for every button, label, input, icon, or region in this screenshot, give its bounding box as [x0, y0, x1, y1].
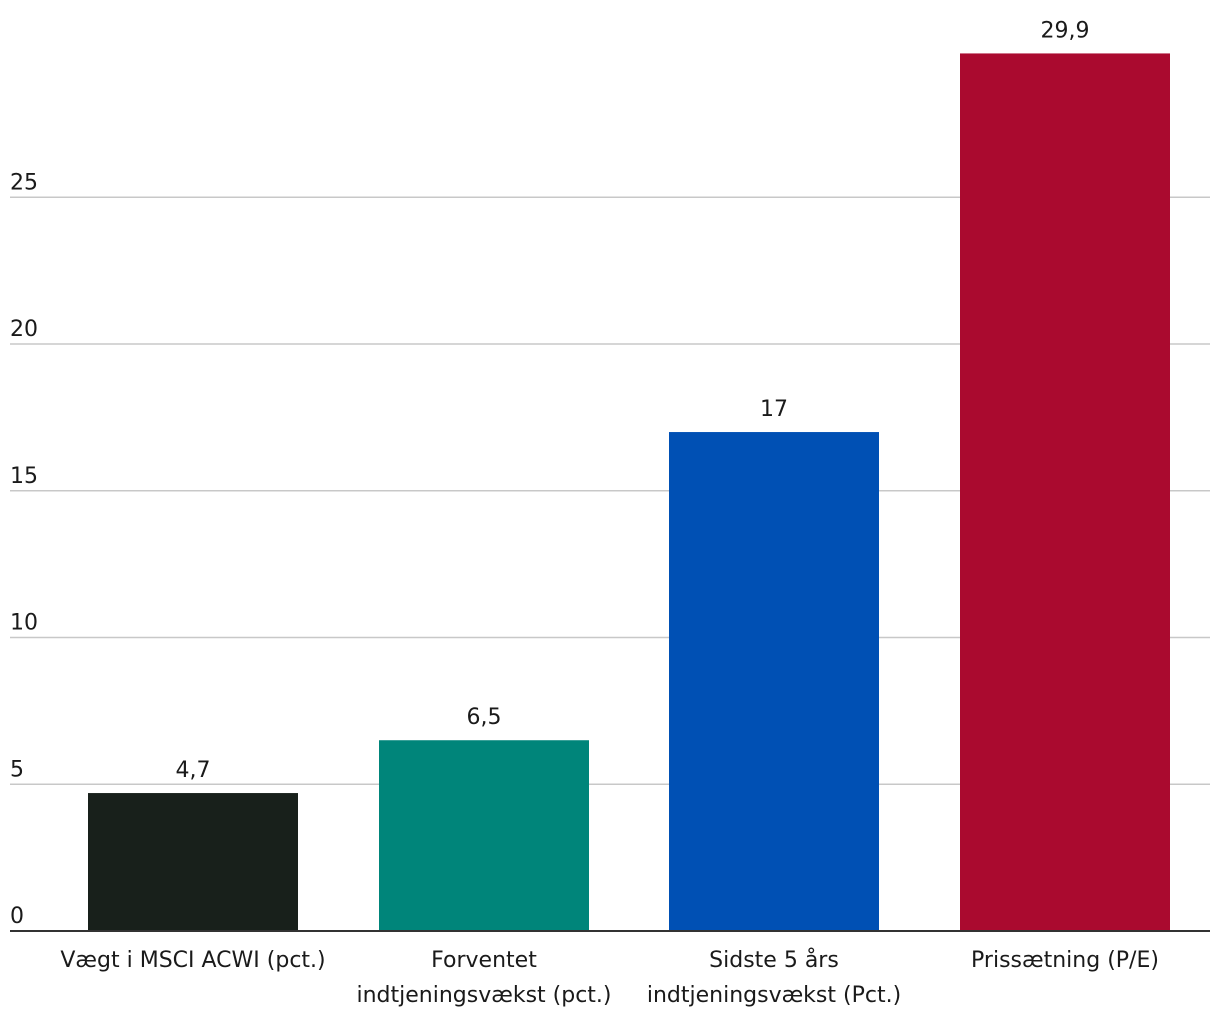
value-label-4: 29,9 — [1041, 18, 1090, 43]
y-tick-label-5: 5 — [10, 757, 24, 782]
bars — [88, 53, 1170, 932]
x-axis-labels: Vægt i MSCI ACWI (pct.) Forventet indtjeni… — [60, 947, 1159, 1008]
category-label-4-line-1: Prissætning (P/E) — [971, 948, 1159, 973]
y-tick-label-15: 15 — [10, 464, 38, 489]
y-tick-label-20: 20 — [10, 317, 38, 342]
y-axis-ticks: 0 5 10 15 20 25 — [10, 170, 38, 929]
bar-1 — [88, 793, 298, 931]
bar-4 — [960, 53, 1170, 932]
category-label-3-line-2: indtjeningsvækst (Pct.) — [647, 983, 901, 1008]
bar-2 — [379, 740, 589, 931]
value-label-3: 17 — [760, 397, 788, 422]
value-label-2: 6,5 — [467, 705, 502, 730]
value-label-1: 4,7 — [176, 758, 211, 783]
value-labels: 4,7 6,5 17 29,9 — [176, 18, 1090, 783]
y-tick-label-25: 25 — [10, 170, 38, 195]
category-label-2-line-2: indtjeningsvækst (pct.) — [356, 983, 611, 1008]
category-label-3-line-1: Sidste 5 års — [709, 947, 839, 973]
category-label-2-line-1: Forventet — [431, 948, 537, 973]
y-tick-label-10: 10 — [10, 611, 38, 636]
y-tick-label-0: 0 — [10, 904, 24, 929]
category-label-1-line-1: Vægt i MSCI ACWI (pct.) — [60, 948, 325, 973]
bar-3 — [669, 432, 879, 931]
